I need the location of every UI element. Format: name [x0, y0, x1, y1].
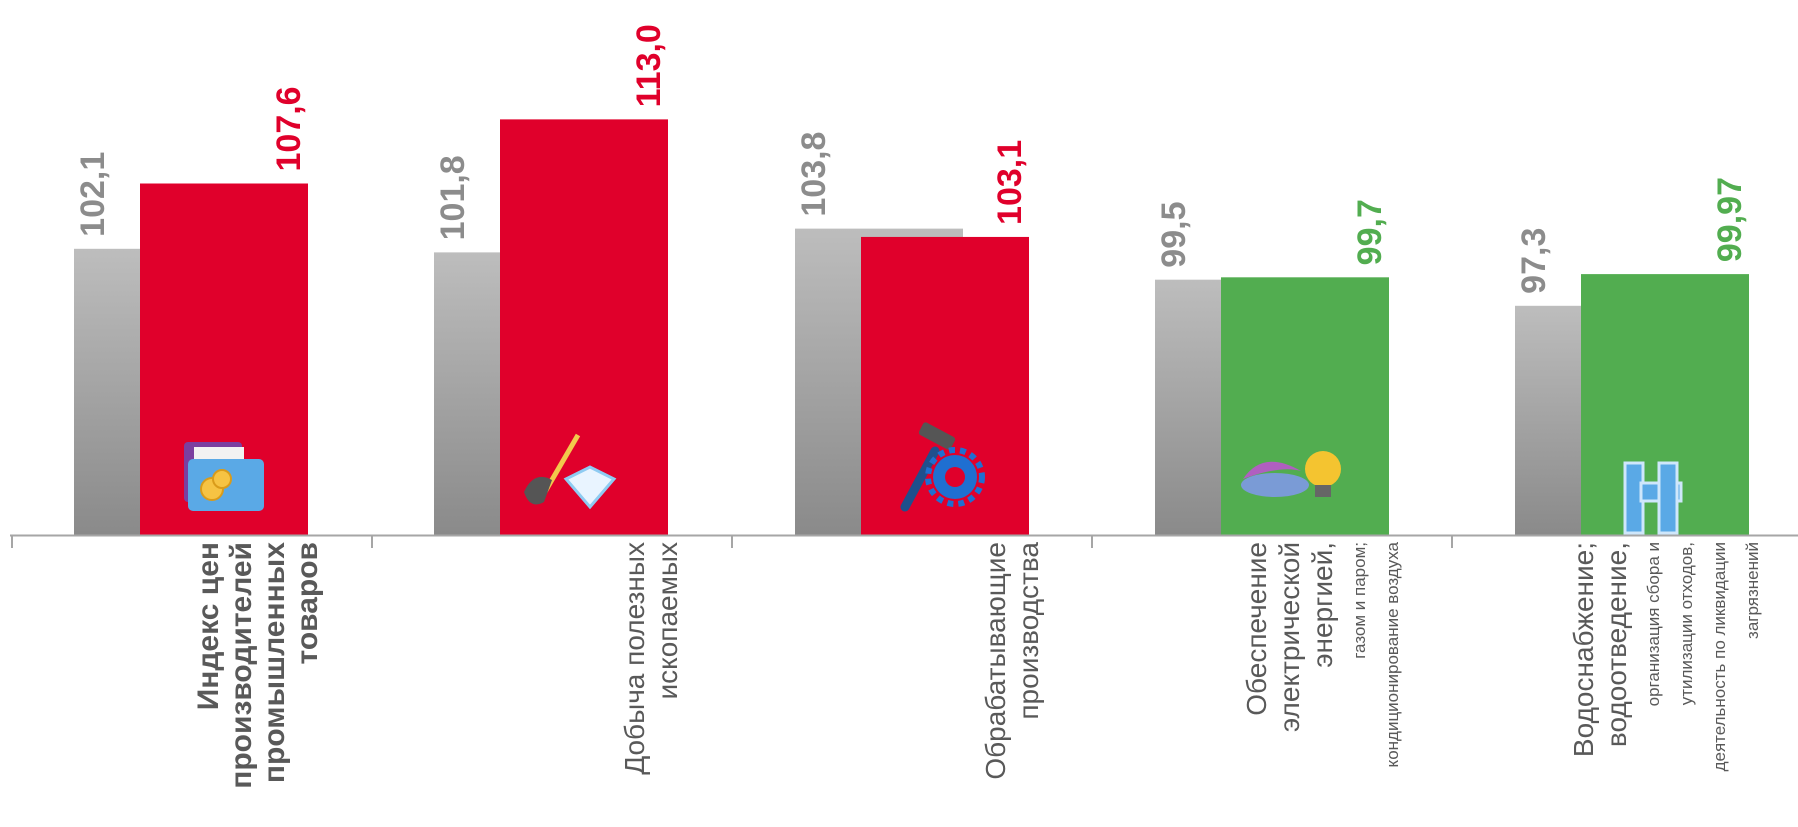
category-label-4-line-3: энергией, [1307, 542, 1338, 668]
value-label-previous-5: 97,3 [1515, 228, 1553, 294]
category-label-5-line-4: утилизации отходов, [1677, 542, 1696, 705]
category-label-5-line-6: загрязнений [1743, 542, 1762, 639]
category-label-4-line-4: газом и паром; [1350, 542, 1369, 659]
value-label-previous-1: 102,1 [74, 152, 112, 237]
category-label-2-line-2: ископаемых [652, 542, 683, 699]
value-label-current-5: 99,97 [1711, 177, 1749, 262]
value-label-previous-2: 101,8 [434, 155, 472, 240]
folder-coins-icon [184, 442, 264, 511]
category-label-5-line-1: Водоснабжение; [1568, 542, 1599, 757]
category-label-1-line-3: промышленных [258, 542, 291, 783]
value-label-previous-3: 103,8 [795, 132, 833, 217]
category-label-5-line-3: организация сбора и [1644, 542, 1663, 706]
category-label-4-line-5: кондиционирование воздуха [1383, 541, 1402, 767]
value-label-previous-4: 99,5 [1155, 202, 1193, 268]
category-label-3-line-1: Обрабатывающие [980, 542, 1011, 780]
value-label-current-1: 107,6 [270, 86, 308, 171]
pipe-icon [1623, 461, 1683, 535]
shovel-diamond-icon [524, 433, 617, 510]
category-label-1-line-1: Индекс цен [192, 542, 225, 710]
category-label-4-line-2: электрической [1274, 542, 1305, 732]
category-label-5-line-5: деятельность по ликвидации [1710, 542, 1729, 771]
category-label-2-line-1: Добыча полезных [619, 542, 650, 775]
category-label-1-line-2: производителей [225, 542, 258, 789]
gas-burner-bulb-icon [1241, 451, 1341, 497]
category-label-3-line-2: производства [1013, 542, 1044, 720]
bar-current-4 [1221, 277, 1389, 535]
category-label-5-line-2: водоотведение, [1601, 542, 1632, 747]
category-label-1-line-4: товаров [291, 542, 324, 664]
value-label-current-3: 103,1 [991, 140, 1029, 225]
value-label-current-4: 99,7 [1351, 199, 1389, 265]
hammer-gear-icon [900, 422, 985, 512]
value-label-current-2: 113,0 [630, 24, 668, 107]
bar-current-2 [500, 119, 668, 535]
category-label-4-line-1: Обеспечение [1241, 542, 1272, 716]
